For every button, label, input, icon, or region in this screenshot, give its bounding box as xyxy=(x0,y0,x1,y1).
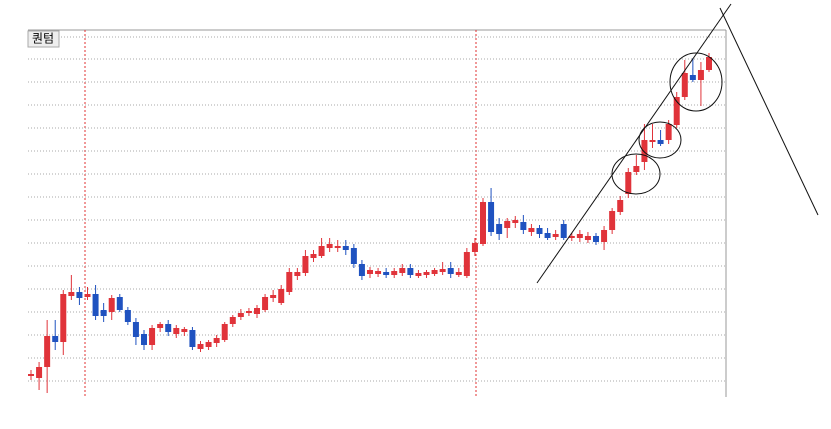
candle-body xyxy=(302,256,309,273)
candle-body xyxy=(278,289,285,303)
candle-body xyxy=(334,246,341,248)
candle-body xyxy=(92,294,99,316)
candle-body xyxy=(536,228,543,234)
candle-body xyxy=(44,336,51,367)
candle-body xyxy=(641,140,648,162)
highlight-circle xyxy=(611,153,661,195)
candle-body xyxy=(463,252,470,276)
candle-body xyxy=(245,311,252,313)
candle-body xyxy=(76,292,83,298)
candle-body xyxy=(237,313,244,317)
chart-title: 퀀텀 xyxy=(32,32,54,46)
candle-body xyxy=(681,73,688,97)
candle-body xyxy=(213,338,220,343)
trend-line xyxy=(536,3,732,284)
candle-body xyxy=(36,367,43,378)
candle-body xyxy=(706,57,712,70)
candle-body xyxy=(350,248,357,264)
candle-body xyxy=(657,140,664,144)
candle-body xyxy=(132,322,139,337)
candle-body xyxy=(262,297,269,310)
candle-body xyxy=(100,310,107,316)
candle-body xyxy=(399,268,406,273)
candle-body xyxy=(358,264,365,276)
candle-body xyxy=(576,234,583,238)
candle-body xyxy=(254,308,260,314)
candle-body xyxy=(673,97,680,125)
title-box xyxy=(27,30,60,48)
candle-body xyxy=(286,272,293,292)
candle-body xyxy=(342,246,349,250)
trend-line xyxy=(719,7,819,216)
candle-body xyxy=(617,200,624,212)
candle-body xyxy=(415,273,422,276)
candle-body xyxy=(197,344,204,349)
candle-body xyxy=(205,342,212,347)
candle-body xyxy=(165,324,172,332)
annotations xyxy=(536,3,819,284)
candle-body xyxy=(141,334,147,345)
highlight-circle xyxy=(638,121,682,159)
candle-body xyxy=(689,75,696,80)
candle-body xyxy=(270,295,277,298)
candle-body xyxy=(157,324,164,328)
candle-body xyxy=(423,272,430,275)
candle-body xyxy=(149,328,156,345)
candle-body xyxy=(528,228,535,232)
candle-body xyxy=(584,236,591,240)
candle-body xyxy=(593,236,599,242)
candle-body xyxy=(124,310,131,322)
candle-body xyxy=(229,317,236,324)
candle-body xyxy=(439,269,446,272)
candle-body xyxy=(221,324,228,340)
grid xyxy=(28,36,726,382)
candle-body xyxy=(310,254,317,258)
candle-body xyxy=(60,294,67,342)
candle-body xyxy=(560,224,567,238)
candle-body xyxy=(471,243,478,252)
candle-body xyxy=(326,244,333,248)
candle-body xyxy=(488,202,495,232)
candle-body xyxy=(173,328,180,334)
candle-body xyxy=(480,202,486,244)
candle-body xyxy=(431,270,438,274)
candle-body xyxy=(552,234,559,237)
candle-body xyxy=(504,221,511,228)
candle-body xyxy=(625,172,632,194)
candle-body xyxy=(84,294,91,297)
candle-body xyxy=(116,297,123,310)
candle-body xyxy=(318,246,325,256)
candle-body xyxy=(375,271,382,274)
candle-body xyxy=(68,292,75,296)
highlight-circle xyxy=(669,52,723,112)
candle-body xyxy=(512,220,519,223)
candle-body xyxy=(407,268,414,275)
candle-body xyxy=(601,230,608,242)
candles xyxy=(28,53,712,393)
candle-body xyxy=(383,272,390,275)
candle-body xyxy=(391,271,398,275)
candle-body xyxy=(294,272,301,276)
candle-body xyxy=(181,329,188,332)
candle-body xyxy=(447,268,454,274)
candle-body xyxy=(520,222,527,230)
candle-body xyxy=(108,298,115,312)
candle-body xyxy=(28,374,34,376)
candle-body xyxy=(189,330,196,347)
candle-body xyxy=(455,272,462,275)
candle-body xyxy=(544,233,551,238)
candle-body xyxy=(665,124,672,140)
candle-body xyxy=(697,70,704,80)
candle-body xyxy=(52,336,59,342)
candle-body xyxy=(367,270,373,274)
candle-body xyxy=(496,224,503,234)
candle-body xyxy=(633,166,640,172)
candle-body xyxy=(649,140,656,142)
candle-body xyxy=(568,236,575,238)
candle-body xyxy=(609,211,616,230)
